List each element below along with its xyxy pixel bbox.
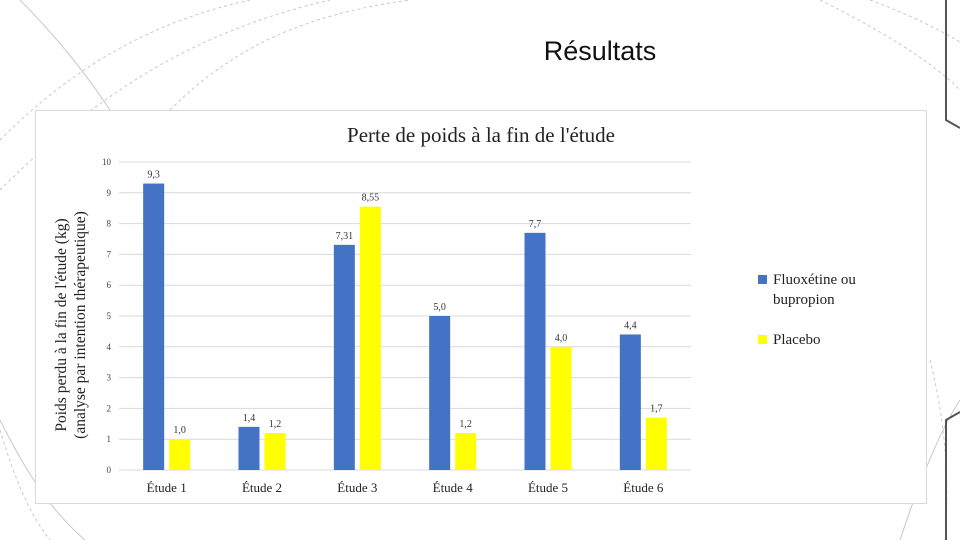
y-tick-label-7: 7 (107, 249, 112, 259)
legend-label-fluoxetine-line-2: bupropion (773, 292, 835, 308)
x-tick-label-3: Étude 3 (337, 480, 377, 495)
data-label-s2-c4: 1,2 (459, 419, 472, 430)
bar-s2-c3 (359, 206, 381, 470)
data-label-s2-c1: 1,0 (173, 425, 186, 436)
data-label-s1-c4: 5,0 (433, 302, 446, 313)
data-label-s2-c6: 1,7 (650, 404, 663, 415)
legend-item-placebo: Placebo (758, 330, 918, 350)
y-axis-ticks: 0 1 2 3 4 5 6 7 8 9 10 (102, 157, 112, 475)
legend-label-fluoxetine: Fluoxétine ou bupropion (773, 270, 856, 310)
x-tick-label-1: Étude 1 (147, 480, 187, 495)
bar-s1-c6 (619, 334, 641, 470)
grid-lines (119, 161, 691, 471)
legend-swatch-placebo (758, 335, 767, 344)
x-axis-ticks: Étude 1 Étude 2 Étude 3 Étude 4 Étude 5 Étude… (147, 480, 664, 495)
data-label-s1-c1: 9,3 (147, 170, 160, 181)
bar-s1-c4 (429, 316, 451, 470)
bar-s2-c2 (264, 433, 286, 470)
y-axis-title-line-1: Poids perdu à la fin de l'étude (kg) (53, 218, 70, 431)
bar-chart: Perte de poids à la fin de l'étude Poids… (53, 123, 691, 495)
data-label-s1-c2: 1,4 (243, 413, 256, 424)
y-tick-label-0: 0 (107, 465, 112, 475)
bar-s2-c1 (169, 439, 191, 470)
legend-label-placebo: Placebo (773, 332, 821, 348)
x-tick-label-2: Étude 2 (242, 480, 282, 495)
chart-frame (35, 110, 927, 504)
bar-s1-c5 (524, 232, 546, 470)
y-tick-label-6: 6 (107, 280, 112, 290)
y-tick-label-5: 5 (107, 311, 112, 321)
data-labels: 9,3 1,0 1,4 1,2 7,31 8,55 5,0 1,2 7,7 4,0 4,4 1,7 (147, 170, 662, 437)
y-tick-label-10: 10 (102, 157, 112, 167)
legend-swatch-fluoxetine (758, 275, 767, 284)
bar-s2-c4 (455, 433, 477, 470)
legend-label-fluoxetine-line-1: Fluoxétine ou (773, 272, 856, 288)
bar-s2-c6 (645, 417, 667, 470)
y-axis-title: Poids perdu à la fin de l'étude (kg) (an… (53, 211, 89, 439)
bars (143, 183, 667, 470)
y-axis-title-line-2: (analyse par intention thérapeutique) (72, 211, 89, 439)
bar-s2-c5 (550, 346, 572, 470)
y-tick-label-9: 9 (107, 188, 112, 198)
bar-s1-c3 (333, 244, 355, 470)
y-tick-label-1: 1 (107, 434, 112, 444)
slide-title: Résultats (543, 36, 657, 66)
y-tick-label-4: 4 (107, 342, 112, 352)
data-label-s1-c6: 4,4 (624, 320, 637, 331)
bar-s1-c2 (238, 426, 260, 470)
chart-title: Perte de poids à la fin de l'étude (347, 123, 615, 147)
bar-s1-c1 (143, 183, 165, 470)
data-label-s1-c5: 7,7 (529, 219, 542, 230)
legend: Fluoxétine ou bupropion Placebo (758, 270, 918, 370)
data-label-s2-c5: 4,0 (555, 333, 568, 344)
data-label-s1-c3: 7,31 (336, 231, 354, 242)
legend-item-fluoxetine: Fluoxétine ou bupropion (758, 270, 918, 310)
x-tick-label-6: Étude 6 (623, 480, 664, 495)
data-label-s2-c2: 1,2 (269, 419, 282, 430)
y-tick-label-2: 2 (107, 403, 112, 413)
y-tick-label-3: 3 (107, 373, 112, 383)
x-tick-label-5: Étude 5 (528, 480, 568, 495)
y-tick-label-8: 8 (107, 219, 112, 229)
x-tick-label-4: Étude 4 (433, 480, 474, 495)
data-label-s2-c3: 8,55 (362, 193, 380, 204)
